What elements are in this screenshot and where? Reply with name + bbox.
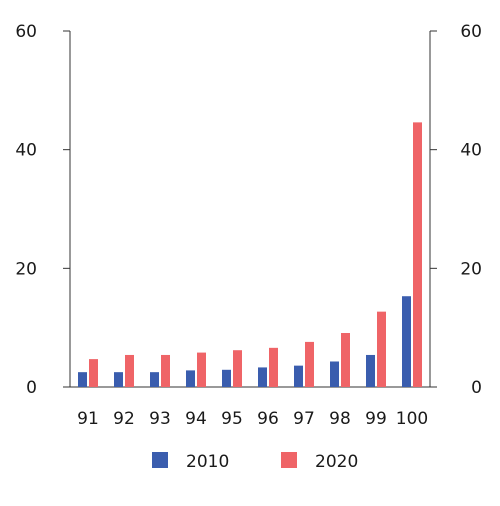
x-tick-label: 100	[396, 409, 428, 429]
bar-2020-94	[197, 352, 206, 387]
legend-swatch-2020	[281, 452, 297, 468]
x-tick-label: 91	[77, 409, 99, 429]
y-tick-label-left: 20	[15, 259, 37, 279]
y-tick-label-right: 40	[460, 141, 482, 161]
x-tick-label: 96	[257, 409, 279, 429]
bar-2010-100	[402, 296, 411, 387]
bars	[78, 122, 422, 387]
x-tick-label: 99	[365, 409, 387, 429]
y-tick-label-left: 40	[15, 141, 37, 161]
bar-2010-99	[366, 354, 375, 387]
y-tick-label-right: 20	[460, 259, 482, 279]
legend-label-2020: 2020	[315, 452, 358, 472]
y-tick-label-right: 60	[460, 22, 482, 42]
bar-2010-98	[330, 361, 339, 387]
y-tick-label-left: 0	[26, 378, 37, 398]
bar-2010-94	[186, 370, 195, 387]
bar-2010-91	[78, 372, 87, 387]
x-tick-label: 97	[293, 409, 315, 429]
y-tick-label-left: 60	[15, 22, 37, 42]
x-tick-label: 93	[149, 409, 171, 429]
bar-2010-93	[150, 372, 159, 387]
bar-2020-95	[233, 350, 242, 387]
legend-label-2010: 2010	[186, 452, 229, 472]
bar-2020-98	[341, 333, 350, 387]
bar-2020-91	[89, 359, 98, 387]
bar-2010-97	[294, 365, 303, 387]
bar-2020-92	[125, 354, 134, 387]
bar-2010-92	[114, 372, 123, 387]
x-tick-label: 92	[113, 409, 135, 429]
bar-2010-95	[222, 369, 231, 387]
legend: 2010 2020	[152, 452, 358, 472]
bar-2020-100	[413, 122, 422, 387]
bar-2020-99	[377, 311, 386, 387]
tick-labels: 0 0 20 20 40 40 60 60 91 92 93 94 95 96 97 98 99 100	[15, 22, 482, 429]
legend-swatch-2010	[152, 452, 168, 468]
y-tick-label-right: 0	[471, 378, 482, 398]
x-tick-label: 94	[185, 409, 207, 429]
x-tick-label: 98	[329, 409, 351, 429]
bar-2010-96	[258, 367, 267, 387]
bar-2020-93	[161, 354, 170, 387]
bar-2020-97	[305, 341, 314, 387]
x-tick-label: 95	[221, 409, 243, 429]
bar-2020-96	[269, 347, 278, 387]
